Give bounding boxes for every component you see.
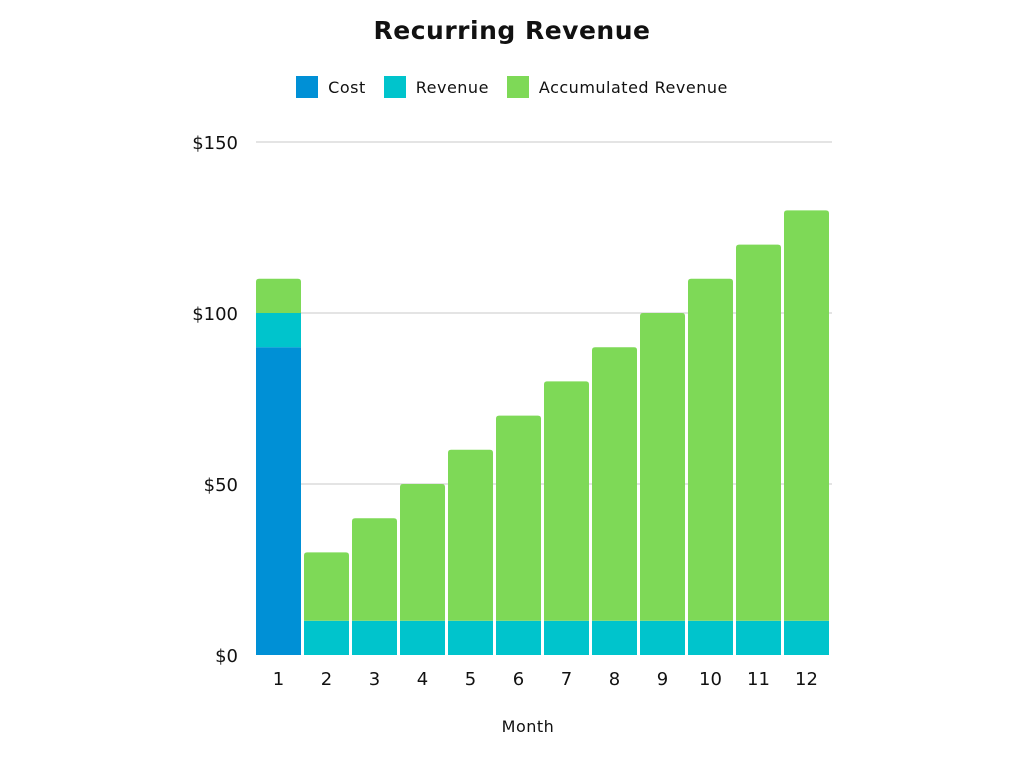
bar-revenue bbox=[736, 620, 781, 655]
x-tick-label: 8 bbox=[609, 669, 620, 690]
bar-accumulated-revenue bbox=[544, 381, 589, 621]
bar-accumulated-revenue bbox=[304, 552, 349, 621]
legend-swatch bbox=[296, 76, 319, 98]
x-tick-label: 7 bbox=[561, 669, 572, 690]
bar-accumulated-revenue bbox=[352, 518, 397, 621]
bar-revenue bbox=[256, 313, 301, 348]
x-tick-label: 1 bbox=[273, 669, 284, 690]
bar-accumulated-revenue bbox=[496, 415, 541, 621]
legend-item-cost: Cost bbox=[296, 76, 366, 98]
x-tick-label: 10 bbox=[699, 669, 722, 690]
bar-revenue bbox=[688, 620, 733, 655]
y-tick-label: $150 bbox=[192, 133, 238, 154]
legend-label: Cost bbox=[328, 77, 366, 97]
bar-cost bbox=[256, 347, 301, 655]
bar-accumulated-revenue bbox=[640, 313, 685, 621]
legend-label: Accumulated Revenue bbox=[538, 77, 728, 97]
bar-accumulated-revenue bbox=[592, 347, 637, 621]
y-tick-label: $0 bbox=[215, 646, 238, 667]
x-tick-label: 9 bbox=[657, 669, 668, 690]
x-axis-label: Month bbox=[501, 717, 555, 736]
y-tick-label: $100 bbox=[192, 304, 238, 325]
legend: Cost Revenue Accumulated Revenue bbox=[0, 76, 1024, 98]
bar-accumulated-revenue bbox=[400, 484, 445, 621]
legend-swatch bbox=[383, 76, 406, 98]
bar-accumulated-revenue bbox=[784, 210, 829, 621]
legend-item-accumulated: Accumulated Revenue bbox=[506, 76, 728, 98]
bar-accumulated-revenue bbox=[688, 278, 733, 621]
legend-swatch bbox=[506, 76, 529, 98]
bar-revenue bbox=[640, 620, 685, 655]
x-tick-label: 11 bbox=[747, 669, 770, 690]
x-tick-label: 3 bbox=[369, 669, 380, 690]
bar-accumulated-revenue bbox=[256, 278, 301, 313]
bar-revenue bbox=[448, 620, 493, 655]
bar-revenue bbox=[352, 620, 397, 655]
bar-accumulated-revenue bbox=[736, 244, 781, 621]
bar-revenue bbox=[592, 620, 637, 655]
x-tick-label: 5 bbox=[465, 669, 476, 690]
x-tick-label: 6 bbox=[513, 669, 524, 690]
bar-revenue bbox=[400, 620, 445, 655]
y-tick-label: $50 bbox=[204, 475, 238, 496]
bar-revenue bbox=[304, 620, 349, 655]
legend-label: Revenue bbox=[415, 77, 489, 97]
bar-revenue bbox=[496, 620, 541, 655]
bar-revenue bbox=[544, 620, 589, 655]
x-tick-label: 12 bbox=[795, 669, 818, 690]
bar-accumulated-revenue bbox=[448, 449, 493, 621]
x-tick-label: 2 bbox=[321, 669, 332, 690]
bar-revenue bbox=[784, 620, 829, 655]
x-tick-label: 4 bbox=[417, 669, 428, 690]
legend-item-revenue: Revenue bbox=[383, 76, 489, 98]
chart-title: Recurring Revenue bbox=[373, 16, 651, 45]
